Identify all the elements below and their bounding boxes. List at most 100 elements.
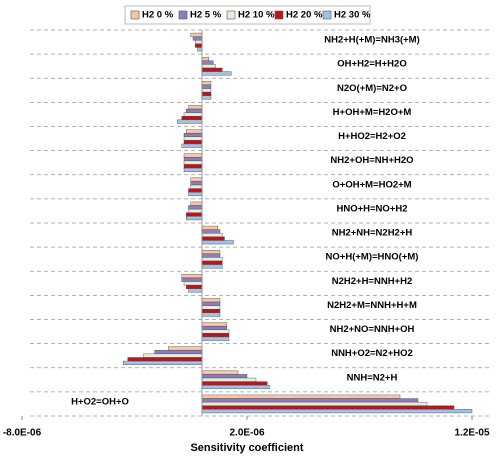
category-label: H+HO2=H2+O2 — [338, 131, 406, 142]
bar — [186, 212, 203, 217]
x-tick-label: 1.2E-05 — [454, 428, 489, 439]
bar — [188, 192, 203, 197]
bar — [201, 84, 212, 89]
legend-label: H2 10 % — [238, 10, 275, 21]
bar — [201, 370, 239, 375]
bar — [201, 377, 257, 382]
bar — [201, 95, 212, 100]
bar — [183, 112, 203, 117]
bar — [201, 91, 212, 96]
bar — [201, 401, 428, 406]
bar — [201, 253, 221, 258]
bar — [186, 284, 203, 289]
bar — [201, 329, 230, 334]
bar — [201, 225, 218, 230]
bar — [190, 184, 203, 189]
bar — [186, 129, 203, 134]
x-axis-title: Sensitivity coefficient — [190, 442, 303, 454]
bar — [201, 325, 227, 330]
bar — [201, 405, 455, 410]
bar — [201, 60, 214, 65]
bar — [183, 164, 203, 169]
bar — [188, 105, 203, 110]
bar — [201, 257, 223, 262]
legend-swatch — [274, 10, 284, 20]
bar — [183, 157, 203, 162]
bar — [201, 298, 221, 303]
category-label: N2O(+M)=N2+O — [337, 83, 407, 94]
bar — [177, 119, 203, 124]
bar — [127, 357, 203, 362]
bar — [168, 346, 203, 351]
bar — [201, 233, 223, 238]
bar — [201, 88, 212, 93]
category-label: H+O2=OH+O — [71, 396, 129, 407]
bar — [181, 116, 203, 121]
bar — [183, 153, 203, 158]
bar — [201, 260, 223, 265]
bar — [201, 71, 232, 76]
bar — [188, 205, 203, 210]
bar — [181, 143, 203, 148]
bar — [201, 398, 419, 403]
bar — [186, 108, 203, 113]
category-label: NNH+O2=N2+HO2 — [331, 348, 413, 359]
category-label: OH+H2=H+H2O — [337, 59, 406, 70]
legend-label: H2 20 % — [286, 10, 323, 21]
bar — [123, 360, 203, 365]
legend-swatch — [226, 10, 236, 20]
bar — [201, 312, 221, 317]
category-label: NH2+NO=NNH+OH — [330, 324, 415, 335]
bar — [183, 160, 203, 165]
bar — [201, 309, 221, 314]
bar — [188, 288, 203, 293]
bar — [154, 350, 203, 355]
bar — [201, 336, 230, 341]
legend-box — [124, 5, 371, 25]
category-label: NO+H(+M)=HNO(+M) — [326, 252, 419, 263]
bar — [195, 40, 203, 45]
bar — [201, 333, 230, 338]
legend-label: H2 0 % — [142, 10, 174, 21]
bar — [201, 81, 212, 86]
category-label: NH2+NH=N2H2+H — [332, 228, 413, 239]
bar — [197, 47, 203, 52]
bar — [190, 181, 203, 186]
bar — [181, 274, 203, 279]
category-label: N2H2+M=NNH+H+M — [327, 300, 417, 311]
bar — [188, 208, 203, 213]
category-label: HNO+H=NO+H2 — [336, 203, 407, 214]
bar — [181, 277, 203, 282]
bar — [201, 64, 216, 69]
bar — [186, 216, 203, 221]
bar — [188, 188, 203, 193]
legend-label: H2 5 % — [190, 10, 222, 21]
bar — [201, 264, 223, 269]
bar — [201, 409, 473, 414]
category-label: NH2+H(+M)=NH3(+M) — [324, 35, 420, 46]
bar — [183, 140, 203, 145]
bar — [143, 353, 203, 358]
legend-label: H2 30 % — [334, 10, 371, 21]
bar — [201, 381, 268, 386]
bar — [201, 249, 221, 254]
category-label: N2H2+H=NNH+H2 — [332, 276, 413, 287]
bar — [201, 322, 227, 327]
bar — [192, 36, 203, 41]
bar — [201, 385, 270, 390]
legend-swatch — [178, 10, 188, 20]
category-label: O+OH+M=HO2+M — [332, 179, 411, 190]
category-label: NH2+OH=NH+H2O — [330, 155, 413, 166]
bar — [190, 177, 203, 182]
bar — [201, 305, 221, 310]
bar — [201, 374, 248, 379]
bar — [201, 240, 234, 245]
legend-swatch — [130, 10, 140, 20]
bar — [183, 136, 203, 141]
bar — [201, 56, 209, 61]
bar — [201, 67, 223, 72]
category-label: NNH=N2+H — [347, 372, 398, 383]
category-label: H+OH+M=H2O+M — [333, 107, 412, 118]
bar — [201, 301, 221, 306]
